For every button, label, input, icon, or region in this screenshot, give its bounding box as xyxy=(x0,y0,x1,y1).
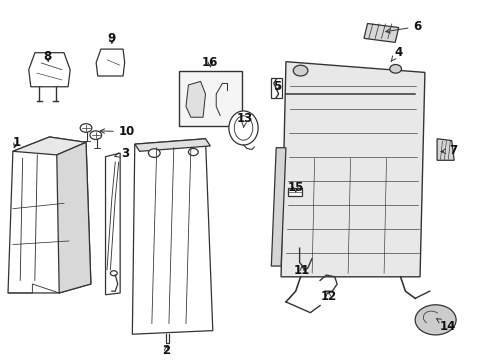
Text: 7: 7 xyxy=(440,144,456,157)
Text: 9: 9 xyxy=(107,32,116,45)
Polygon shape xyxy=(57,142,91,293)
Polygon shape xyxy=(8,137,91,293)
Bar xyxy=(178,71,242,126)
Ellipse shape xyxy=(234,116,252,140)
Text: 12: 12 xyxy=(320,290,336,303)
Circle shape xyxy=(293,65,307,76)
Text: 2: 2 xyxy=(162,344,170,357)
Circle shape xyxy=(90,131,102,139)
Text: 3: 3 xyxy=(115,147,129,159)
Circle shape xyxy=(148,149,160,157)
Bar xyxy=(271,78,282,98)
Polygon shape xyxy=(135,139,210,151)
Text: 1: 1 xyxy=(12,136,20,149)
Text: 13: 13 xyxy=(236,112,252,128)
Text: 4: 4 xyxy=(390,46,402,61)
Circle shape xyxy=(110,271,117,276)
Polygon shape xyxy=(96,49,124,76)
Polygon shape xyxy=(185,81,205,117)
Circle shape xyxy=(389,64,401,73)
Polygon shape xyxy=(281,62,424,277)
Polygon shape xyxy=(29,53,70,87)
Ellipse shape xyxy=(228,111,258,145)
Text: 10: 10 xyxy=(100,125,135,138)
Polygon shape xyxy=(271,148,285,266)
Bar xyxy=(363,23,398,42)
Polygon shape xyxy=(105,153,120,295)
Text: 11: 11 xyxy=(293,264,309,277)
Text: 14: 14 xyxy=(436,319,456,333)
Text: 8: 8 xyxy=(43,50,51,63)
Circle shape xyxy=(188,148,198,156)
Polygon shape xyxy=(132,139,212,334)
Text: 6: 6 xyxy=(385,20,421,33)
Polygon shape xyxy=(436,139,453,160)
Circle shape xyxy=(414,305,455,335)
Text: 15: 15 xyxy=(287,181,303,194)
Polygon shape xyxy=(13,137,86,155)
Circle shape xyxy=(80,124,92,132)
Bar xyxy=(288,188,302,196)
Text: 16: 16 xyxy=(202,56,218,69)
Text: 5: 5 xyxy=(272,80,281,93)
